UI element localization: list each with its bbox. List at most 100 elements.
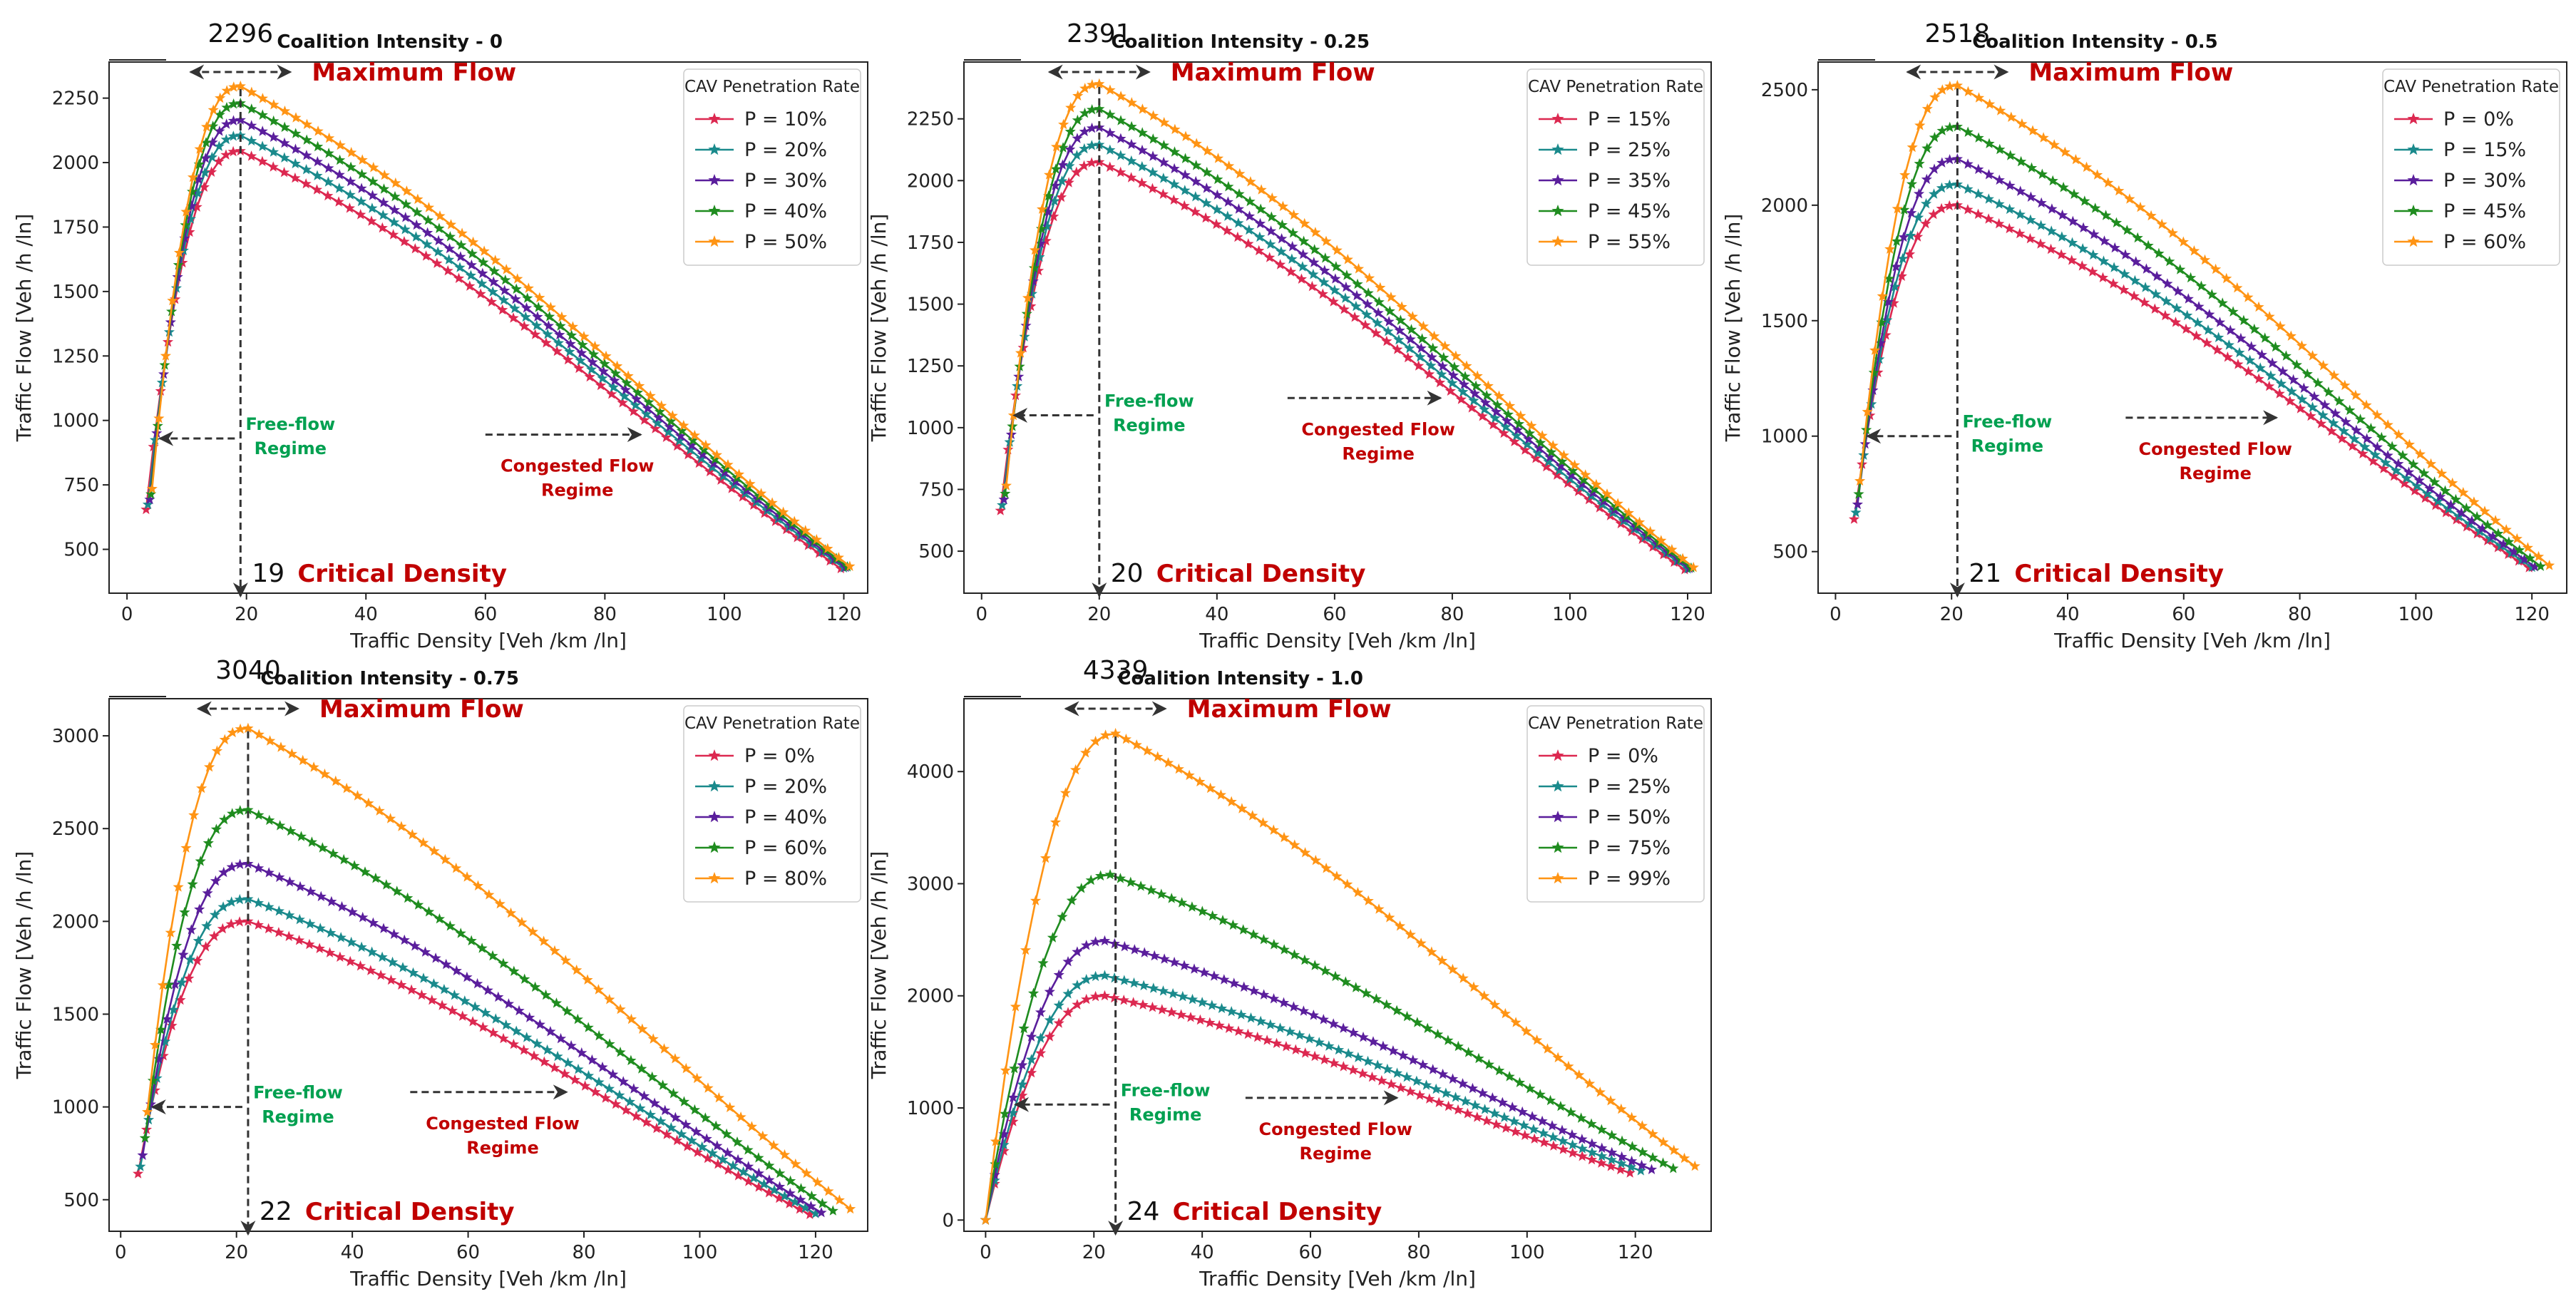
series-point <box>2110 217 2123 227</box>
series-point <box>692 1146 703 1157</box>
series-point <box>200 137 212 148</box>
series-point <box>1494 1064 1505 1076</box>
series-point <box>1576 478 1588 489</box>
series-point <box>206 151 217 163</box>
series-point <box>257 140 268 151</box>
series-point <box>317 842 328 853</box>
max-flow-label: Maximum Flow <box>2028 58 2233 87</box>
x-tick-label: 100 <box>2398 604 2434 625</box>
series-point <box>1394 324 1405 336</box>
series-point <box>144 493 155 505</box>
chart-title: Coalition Intensity - 0.75 <box>260 668 519 689</box>
series-point <box>527 926 538 937</box>
series-point <box>556 311 568 322</box>
x-tick-label: 20 <box>235 604 258 625</box>
series-point <box>1115 91 1127 101</box>
series-point <box>1349 312 1360 322</box>
legend-marker <box>1551 872 1564 884</box>
series-point <box>1372 307 1384 318</box>
y-tick-label: 500 <box>63 1190 99 1211</box>
series-point <box>385 813 396 823</box>
series-point <box>1126 120 1137 132</box>
series-point <box>1405 324 1417 334</box>
series-point <box>1392 344 1403 354</box>
series-point <box>2088 228 2100 240</box>
series-point <box>1128 977 1140 988</box>
series-point <box>1554 465 1565 476</box>
free-flow-label: Free-flow <box>245 414 335 434</box>
chart-title: Coalition Intensity - 1.0 <box>1117 668 1363 689</box>
series-point <box>2223 339 2234 350</box>
series-point <box>2505 548 2517 558</box>
series-point <box>1479 1104 1491 1114</box>
series-point <box>2068 188 2080 199</box>
series-point <box>180 219 191 230</box>
series-point <box>1528 1124 1539 1134</box>
free-flow-label: Regime <box>1129 1104 1201 1124</box>
series-point <box>2217 297 2228 308</box>
series-point <box>1169 178 1180 190</box>
series-point <box>341 782 352 794</box>
y-tick-label: 2500 <box>1761 80 1808 101</box>
series-point <box>559 1068 570 1079</box>
series-point <box>1635 1165 1646 1176</box>
series-point <box>171 940 183 950</box>
series-point <box>989 1174 1000 1186</box>
free-flow-label: Regime <box>1113 416 1185 436</box>
series-point <box>702 1082 714 1093</box>
series-point <box>641 1116 652 1127</box>
series-point <box>604 1038 615 1049</box>
series-point <box>1556 456 1568 466</box>
series-point <box>146 483 158 494</box>
series-point <box>1099 935 1111 946</box>
series-point <box>2171 302 2182 313</box>
series-point <box>312 140 324 152</box>
series-point <box>1437 955 1448 966</box>
series-point <box>423 906 435 917</box>
series-point <box>609 375 620 386</box>
series-point <box>497 304 508 315</box>
series-point <box>378 183 390 194</box>
series-point <box>667 410 678 421</box>
series-point <box>2172 285 2184 297</box>
series-point <box>1436 369 1447 379</box>
series-point <box>620 1104 632 1115</box>
y-tick-label: 4000 <box>907 761 954 783</box>
series-point <box>516 916 528 928</box>
series-point <box>597 372 608 384</box>
legend-entry: P = 15% <box>2443 139 2526 161</box>
series-point <box>573 362 585 374</box>
series-point <box>732 1154 744 1165</box>
y-tick-label: 3000 <box>52 726 99 747</box>
series-point <box>202 887 213 898</box>
series-point <box>1072 133 1083 143</box>
series-point <box>210 875 222 886</box>
series-point <box>1425 360 1437 371</box>
series-point <box>692 1072 703 1084</box>
series-point <box>1138 980 1149 991</box>
series-point <box>1449 1092 1462 1102</box>
series-point <box>1277 200 1288 212</box>
series-point <box>573 1063 584 1074</box>
series-point <box>2014 209 2026 220</box>
legend-marker <box>1551 841 1564 853</box>
series-point <box>2118 284 2130 295</box>
series-point <box>2500 524 2512 535</box>
series-point <box>2201 337 2212 348</box>
series-point <box>586 364 597 374</box>
series-point <box>1027 275 1039 287</box>
series-point <box>2361 399 2372 410</box>
series-point <box>1382 325 1394 337</box>
series-point <box>242 804 254 815</box>
series-point <box>1882 296 1894 307</box>
series-point <box>267 161 279 172</box>
series-point <box>334 169 345 180</box>
series-point <box>1576 1143 1588 1154</box>
max-flow-label: Maximum Flow <box>312 58 516 87</box>
series-point <box>1258 989 1270 1000</box>
series-point <box>1026 1054 1037 1064</box>
series-point <box>218 866 230 878</box>
series-point <box>227 726 238 738</box>
series-point <box>1626 1161 1637 1172</box>
